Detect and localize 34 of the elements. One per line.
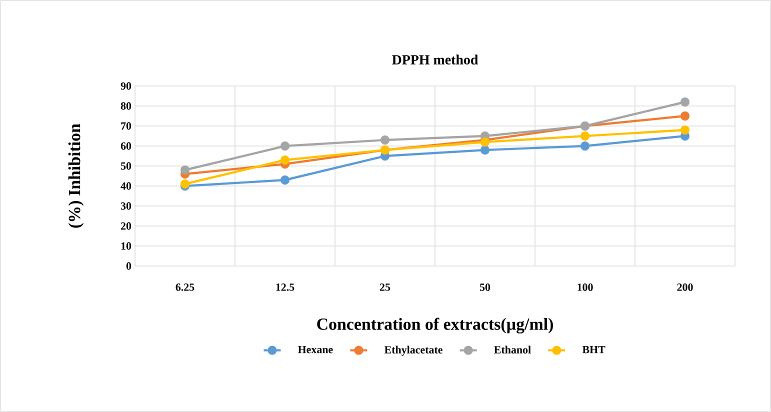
legend-label: Ethylacetate <box>384 346 442 356</box>
legend-label: Hexane <box>298 346 333 354</box>
y-tick-label: 10 <box>121 242 132 250</box>
y-tick-label: 40 <box>120 182 132 190</box>
x-tick-label: 25 <box>380 284 390 291</box>
point <box>280 141 290 151</box>
y-tick-label: 0 <box>126 262 132 270</box>
point <box>680 97 690 107</box>
point <box>280 155 290 165</box>
point <box>480 145 490 155</box>
y-axis-title: (%) Inhibition <box>68 124 84 228</box>
point <box>580 141 590 151</box>
legend-label: Ethanol <box>494 346 531 354</box>
y-tick-label: 30 <box>120 202 132 210</box>
point <box>680 125 690 135</box>
x-axis-title: Concentration of extracts(µg/ml) <box>317 318 553 334</box>
point <box>680 111 690 121</box>
x-tick-label: 12.5 <box>276 284 294 291</box>
y-tick-label: 50 <box>120 162 132 170</box>
point <box>280 175 290 185</box>
x-tick-label: 100 <box>578 284 593 291</box>
y-tick-label: 20 <box>120 222 132 230</box>
legend-label: BHT <box>582 346 606 354</box>
x-tick-label: 50 <box>480 284 490 291</box>
point <box>380 135 390 145</box>
x-tick-label: 200 <box>677 284 693 291</box>
point <box>580 131 590 141</box>
x-tick-label: 6.25 <box>176 284 194 291</box>
point <box>180 165 190 175</box>
y-tick-label: 60 <box>120 142 132 150</box>
y-tick-label: 70 <box>121 122 132 130</box>
y-tick-label: 90 <box>120 82 132 90</box>
y-tick-label: 80 <box>120 102 132 110</box>
chart-title: DPPH method <box>392 54 478 65</box>
